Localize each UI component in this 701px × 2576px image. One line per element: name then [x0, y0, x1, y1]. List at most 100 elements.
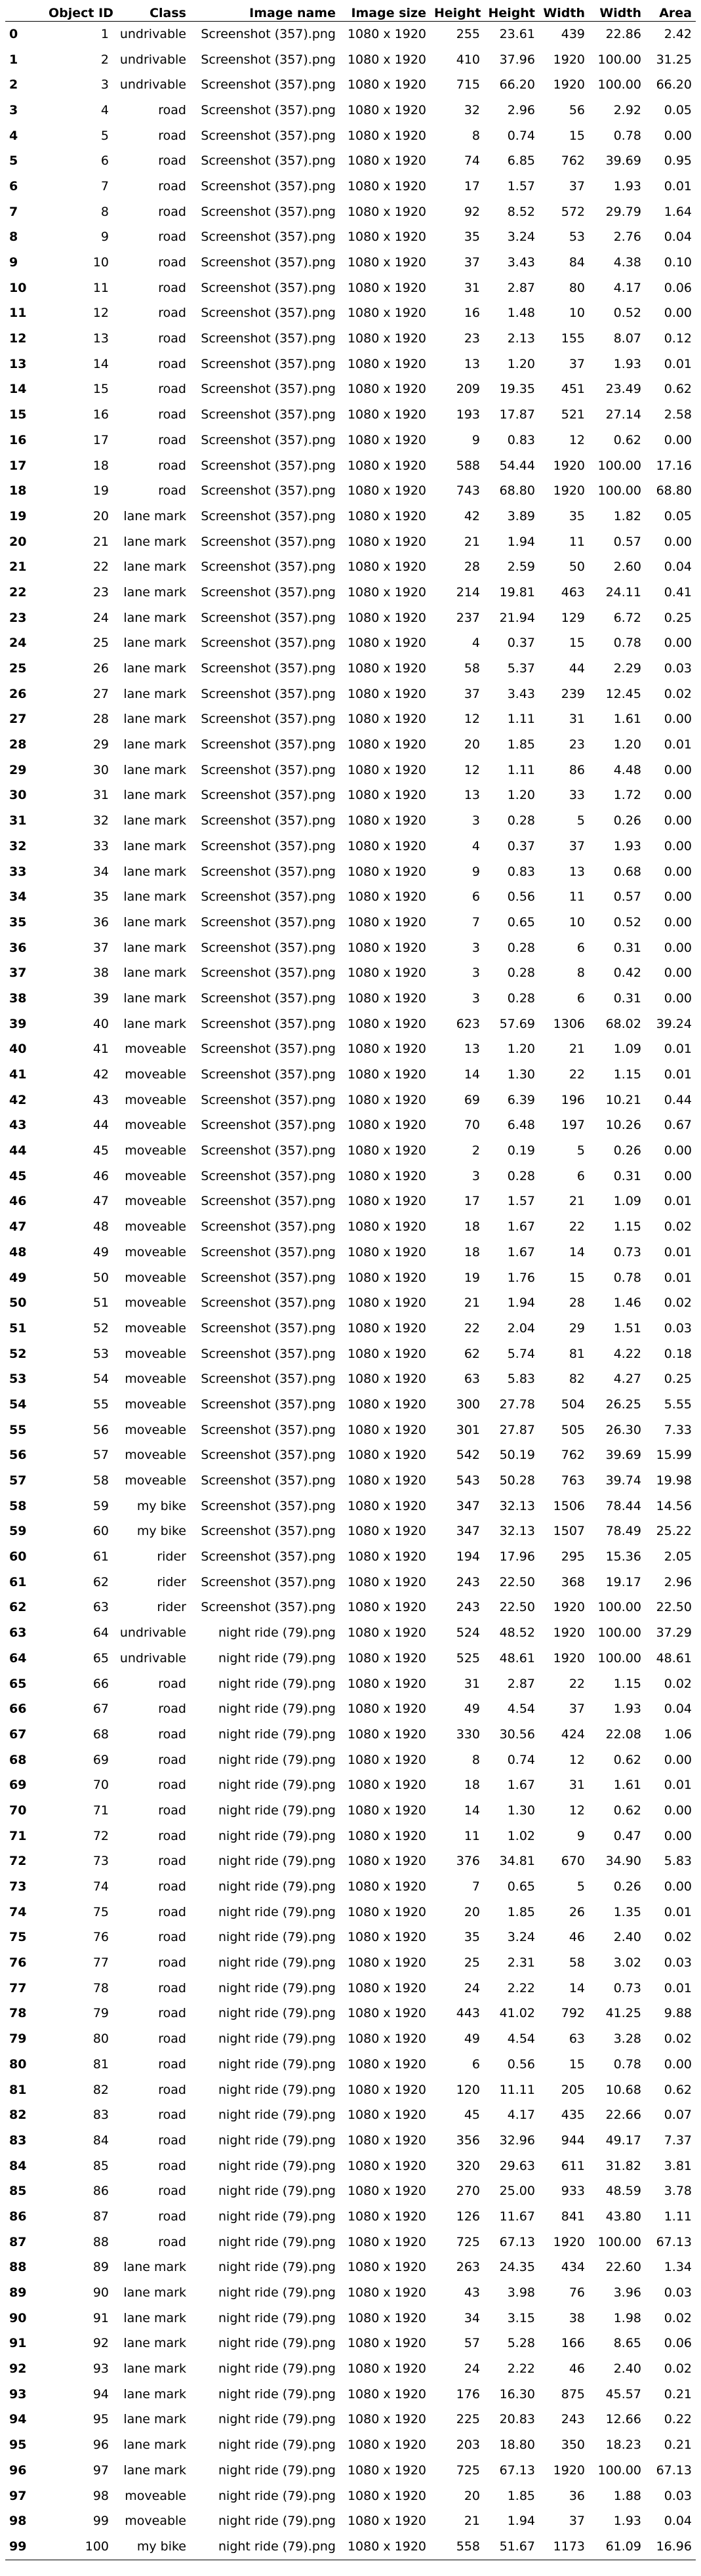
row-index: 67	[9, 1727, 27, 1742]
cell-image-size: 1080 x 1920	[347, 737, 426, 752]
cell-width-percent: 23.49	[605, 382, 641, 397]
cell-height-percent: 27.78	[499, 1397, 535, 1412]
cell-width-percent: 1.46	[613, 1296, 641, 1311]
cell-width: 762	[561, 153, 585, 169]
cell-height-percent: 0.83	[507, 432, 535, 447]
cell-area: 0.02	[664, 1676, 692, 1691]
cell-object-id: 9	[100, 230, 109, 245]
cell-image-size: 1080 x 1920	[347, 458, 426, 473]
table-row: 32 33 lane mark Screenshot (357).png 1080 x …	[5, 834, 696, 859]
cell-height-percent: 1.94	[507, 1296, 535, 1311]
cell-object-id: 10	[92, 255, 109, 270]
cell-object-id: 8	[100, 204, 109, 219]
table-row: 18 19 road Screenshot (357).png 1080 x 1920 7…	[5, 478, 696, 504]
cell-area: 14.56	[656, 1498, 692, 1513]
table-row: 49 50 moveable Screenshot (357).png 1080 x 1…	[5, 1265, 696, 1291]
cell-image-name: Screenshot (357).png	[201, 1524, 336, 1539]
row-index: 61	[9, 1574, 27, 1589]
cell-image-name: Screenshot (357).png	[201, 1092, 336, 1107]
cell-height: 3	[471, 966, 480, 981]
cell-height-percent: 5.74	[507, 1346, 535, 1361]
table-row: 36 37 lane mark Screenshot (357).png 1080 x …	[5, 935, 696, 961]
cell-height-percent: 1.30	[507, 1067, 535, 1082]
cell-class: lane mark	[123, 2310, 186, 2325]
table-row: 79 80 road night ride (79).png 1080 x 1920 49…	[5, 2026, 696, 2052]
table-header: Object ID Class Image name Image size He…	[5, 5, 696, 22]
cell-class: moveable	[125, 1296, 186, 1311]
cell-width: 44	[569, 661, 585, 676]
cell-image-name: Screenshot (357).png	[201, 1422, 336, 1437]
cell-image-size: 1080 x 1920	[347, 230, 426, 245]
cell-width: 58	[569, 1955, 585, 1971]
table-row: 71 72 road night ride (79).png 1080 x 1920 11…	[5, 1824, 696, 1849]
cell-image-name: Screenshot (357).png	[201, 966, 336, 981]
cell-height: 725	[456, 2463, 480, 2478]
cell-object-id: 68	[92, 1727, 109, 1742]
cell-image-name: Screenshot (357).png	[201, 26, 336, 41]
cell-object-id: 96	[92, 2438, 109, 2453]
row-index: 53	[9, 1372, 27, 1387]
cell-width-percent: 10.26	[605, 1118, 641, 1133]
table-row: 31 32 lane mark Screenshot (357).png 1080 x …	[5, 808, 696, 834]
table-row: 83 84 road night ride (79).png 1080 x 1920 35…	[5, 2128, 696, 2154]
cell-width-percent: 100.00	[597, 483, 641, 499]
row-index: 91	[9, 2336, 27, 2351]
cell-area: 0.02	[664, 2361, 692, 2377]
cell-image-size: 1080 x 1920	[347, 1803, 426, 1818]
cell-image-size: 1080 x 1920	[347, 1955, 426, 1971]
cell-image-size: 1080 x 1920	[347, 178, 426, 194]
cell-class: lane mark	[123, 2386, 186, 2402]
cell-area: 0.00	[664, 128, 692, 143]
cell-height-percent: 22.50	[499, 1574, 535, 1589]
cell-width-percent: 1.72	[613, 788, 641, 803]
cell-area: 0.41	[664, 584, 692, 600]
cell-height: 525	[456, 1650, 480, 1666]
cell-image-size: 1080 x 1920	[347, 77, 426, 92]
cell-width-percent: 1.35	[613, 1904, 641, 1919]
cell-object-id: 20	[92, 508, 109, 523]
cell-height: 32	[464, 102, 480, 117]
cell-width: 6	[576, 991, 585, 1006]
cell-width-percent: 34.90	[605, 1854, 641, 1869]
cell-height-percent: 2.87	[507, 280, 535, 295]
cell-area: 0.00	[664, 914, 692, 930]
cell-height-percent: 0.56	[507, 889, 535, 905]
row-index: 95	[9, 2438, 27, 2453]
row-index: 37	[9, 966, 27, 981]
cell-width-percent: 100.00	[597, 1650, 641, 1666]
cell-area: 67.13	[656, 2234, 692, 2249]
row-index: 12	[9, 331, 27, 346]
table-row: 40 41 moveable Screenshot (357).png 1080 x 1…	[5, 1037, 696, 1063]
table-row: 87 88 road night ride (79).png 1080 x 1920 72…	[5, 2230, 696, 2255]
cell-height-percent: 11.67	[499, 2209, 535, 2224]
cell-object-id: 41	[92, 1042, 109, 1057]
cell-image-size: 1080 x 1920	[347, 712, 426, 727]
cell-height: 14	[464, 1803, 480, 1818]
cell-area: 3.78	[664, 2184, 692, 2199]
cell-width: 1920	[553, 1650, 585, 1666]
cell-height: 43	[464, 2285, 480, 2300]
cell-class: road	[158, 178, 186, 194]
cell-width: 205	[561, 2082, 585, 2097]
cell-area: 0.05	[664, 508, 692, 523]
cell-image-name: Screenshot (357).png	[201, 1244, 336, 1259]
cell-height: 13	[464, 1042, 480, 1057]
cell-image-name: Screenshot (357).png	[201, 432, 336, 447]
cell-class: road	[158, 2234, 186, 2249]
cell-height-percent: 1.20	[507, 788, 535, 803]
cell-width: 1507	[553, 1524, 585, 1539]
cell-object-id: 100	[45, 2534, 113, 2560]
table-container: Object ID Class Image name Image size He…	[5, 5, 696, 2560]
cell-image-name: night ride (79).png	[218, 1955, 336, 1971]
cell-height: 214	[456, 584, 480, 600]
row-index: 28	[9, 737, 27, 752]
cell-image-size: 1080 x 1920	[347, 432, 426, 447]
cell-height: 24	[464, 2361, 480, 2377]
cell-height-percent: 4.54	[507, 2032, 535, 2047]
cell-object-id: 25	[92, 636, 109, 651]
cell-object-id: 53	[92, 1346, 109, 1361]
cell-class: lane mark	[123, 610, 186, 625]
table-body: 0 1 undrivable Screenshot (357).png 1080 x 1…	[5, 22, 696, 2560]
cell-area: 0.62	[664, 2082, 692, 2097]
cell-image-size: 1080 x 1920	[347, 966, 426, 981]
